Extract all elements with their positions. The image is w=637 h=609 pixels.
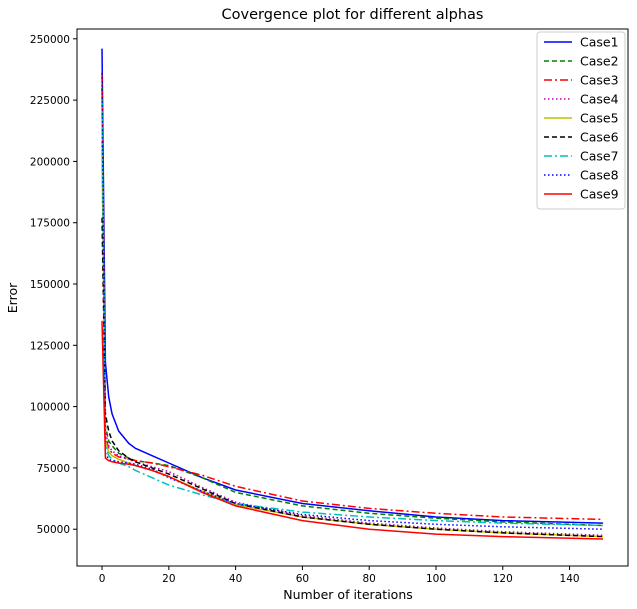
legend-label-case2: Case2	[580, 54, 619, 69]
legend-label-case4: Case4	[580, 92, 619, 107]
legend-label-case7: Case7	[580, 149, 619, 164]
legend-label-case5: Case5	[580, 111, 619, 126]
y-tick-label: 175000	[30, 218, 70, 230]
legend-label-case1: Case1	[580, 35, 619, 50]
legend-label-case3: Case3	[580, 73, 619, 88]
x-tick-label: 20	[162, 573, 175, 585]
x-tick-label: 60	[296, 573, 309, 585]
y-tick-label: 225000	[30, 95, 70, 107]
legend-label-case8: Case8	[580, 168, 619, 183]
series-line-case9	[101, 320, 604, 540]
y-tick-label: 125000	[30, 340, 70, 352]
y-axis-label: Error	[5, 282, 20, 313]
y-tick-label: 200000	[30, 156, 70, 168]
series-line-case2	[101, 87, 604, 527]
series-layer	[101, 48, 604, 540]
series-line-case1	[101, 48, 604, 524]
y-tick-label: 50000	[37, 524, 70, 536]
y-tick-label: 150000	[30, 279, 70, 291]
series-line-case3	[101, 73, 604, 521]
y-tick-label: 100000	[30, 402, 70, 414]
x-tick-label: 80	[363, 573, 376, 585]
x-tick-label: 40	[229, 573, 242, 585]
x-tick-label: 120	[493, 573, 513, 585]
chart-title: Covergence plot for different alphas	[222, 7, 484, 23]
legend-label-case6: Case6	[580, 130, 619, 145]
plot-frame	[76, 28, 629, 567]
x-tick-label: 100	[426, 573, 446, 585]
series-line-case6	[101, 217, 604, 538]
axes-layer: 0 20 40 60 80 100 120 140 50000 75000 100000 125000…	[30, 34, 580, 585]
y-tick-label: 250000	[30, 34, 70, 46]
legend-label-case9: Case9	[580, 187, 619, 202]
legend-box	[536, 31, 626, 210]
x-axis-label: Number of iterations	[283, 587, 413, 602]
y-tick-label: 75000	[37, 463, 70, 475]
x-tick-label: 140	[560, 573, 580, 585]
x-tick-label: 0	[99, 573, 106, 585]
series-line-case7	[101, 100, 604, 527]
legend: Case1 Case2 Case3 Case4 Case5 Case6 Case7 Case8…	[536, 31, 626, 210]
